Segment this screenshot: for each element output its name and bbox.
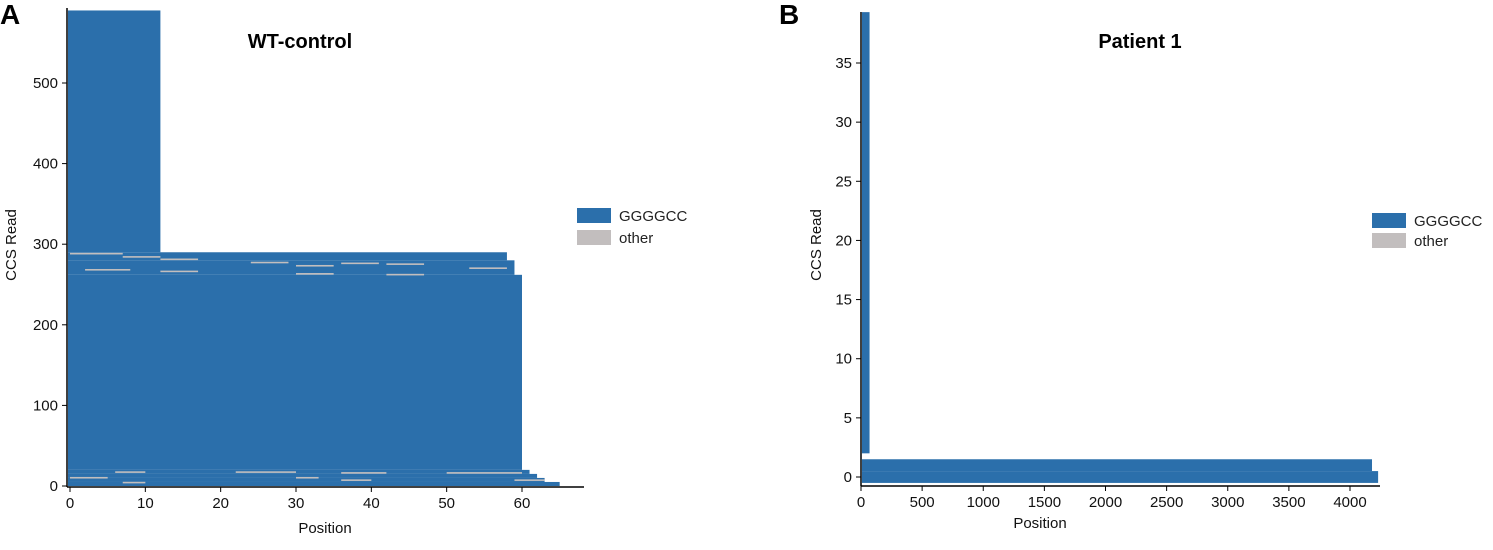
other-segment [70, 476, 108, 479]
x-tick-label: 2000 [1089, 494, 1122, 511]
y-tick-label: 35 [835, 55, 852, 72]
x-tick-label: 1500 [1028, 494, 1061, 511]
x-tick-label: 1000 [967, 494, 1000, 511]
x-tick-label: 10 [137, 495, 154, 512]
y-tick-label: 100 [33, 397, 58, 414]
y-tick-label: 20 [835, 232, 852, 249]
other-segment [296, 273, 334, 275]
legend-swatch-other [1372, 233, 1406, 248]
x-tick-label: 3000 [1211, 494, 1244, 511]
heatmap-b [862, 12, 1379, 483]
y-tick-label: 0 [844, 469, 852, 486]
y-axis-label-a: CCS Read [3, 209, 20, 281]
axes-a: 0 10 20 30 40 50 60 0 100 200 300 400 500 [33, 8, 584, 512]
other-segment [250, 261, 289, 264]
axes-b: 0 500 1000 1500 2000 2500 3000 3500 4000 0 5 10 15 20… [835, 12, 1380, 511]
x-tick-label: 4000 [1333, 494, 1366, 511]
read-group-block [862, 459, 1373, 472]
panel-label-a: A [0, 0, 20, 30]
y-axis-label-b: CCS Read [808, 209, 825, 281]
legend-swatch-other [577, 230, 611, 245]
read-group-block [862, 471, 1379, 483]
legend-label-other: other [619, 230, 653, 247]
other-segment [341, 262, 379, 265]
other-segment [122, 256, 161, 258]
chart-title-b: Patient 1 [1098, 31, 1181, 53]
read-group-block [68, 469, 530, 474]
other-segment [469, 267, 507, 269]
x-tick-label: 40 [363, 495, 380, 512]
other-segment [235, 471, 296, 473]
x-tick-label: 0 [857, 494, 865, 511]
other-segment [160, 270, 199, 273]
other-segment [70, 252, 123, 255]
legend-label-other: other [1414, 233, 1448, 250]
x-tick-label: 50 [438, 495, 455, 512]
read-group-block [862, 12, 870, 454]
y-tick-label: 400 [33, 156, 58, 173]
x-tick-label: 20 [212, 495, 229, 512]
x-tick-label: 30 [288, 495, 305, 512]
other-segment [115, 471, 146, 473]
legend-swatch-ggggcc [577, 208, 611, 223]
other-segment [341, 479, 372, 481]
panel-a: A WT-control 0 10 20 30 40 50 60 0 100 200 300 400 5… [0, 0, 688, 537]
x-tick-label: 2500 [1150, 494, 1183, 511]
read-group-block [68, 473, 538, 478]
panel-b: B Patient 1 0 500 1000 1500 2000 2500 3000 3500… [779, 0, 1483, 532]
other-segment [122, 481, 146, 484]
other-segment [386, 263, 425, 265]
chart-title-a: WT-control [248, 31, 352, 53]
read-group-block [68, 477, 545, 482]
other-segment [446, 472, 522, 474]
y-tick-label: 300 [33, 236, 58, 253]
legend-label-ggggcc: GGGGCC [619, 208, 688, 225]
y-tick-label: 30 [835, 114, 852, 131]
read-group-block [68, 10, 161, 253]
legend-swatch-ggggcc [1372, 213, 1406, 228]
other-segment [160, 258, 199, 261]
heatmap-a [68, 10, 560, 486]
other-segment [514, 479, 545, 481]
read-group-block [68, 260, 515, 275]
x-tick-label: 500 [910, 494, 935, 511]
read-group-block [68, 252, 507, 261]
panel-label-b: B [779, 0, 799, 30]
y-tick-label: 5 [844, 410, 852, 427]
x-tick-label: 60 [514, 495, 531, 512]
y-tick-label: 15 [835, 292, 852, 309]
x-axis-label-a: Position [298, 520, 351, 537]
y-tick-label: 500 [33, 75, 58, 92]
y-tick-label: 200 [33, 317, 58, 334]
x-tick-label: 0 [66, 495, 74, 512]
legend-a: GGGGCC other [577, 208, 688, 247]
y-tick-label: 10 [835, 351, 852, 368]
other-segment [296, 264, 334, 267]
read-group-block [68, 481, 560, 486]
legend-b: GGGGCC other [1372, 213, 1483, 250]
other-segment [341, 472, 387, 474]
y-tick-label: 0 [50, 478, 58, 495]
y-tick-label: 25 [835, 173, 852, 190]
other-segment [85, 268, 131, 271]
other-segment [296, 476, 319, 479]
read-group-block [68, 274, 522, 470]
other-segment [386, 273, 425, 276]
x-axis-label-b: Position [1013, 515, 1066, 532]
x-tick-label: 3500 [1272, 494, 1305, 511]
legend-label-ggggcc: GGGGCC [1414, 213, 1483, 230]
